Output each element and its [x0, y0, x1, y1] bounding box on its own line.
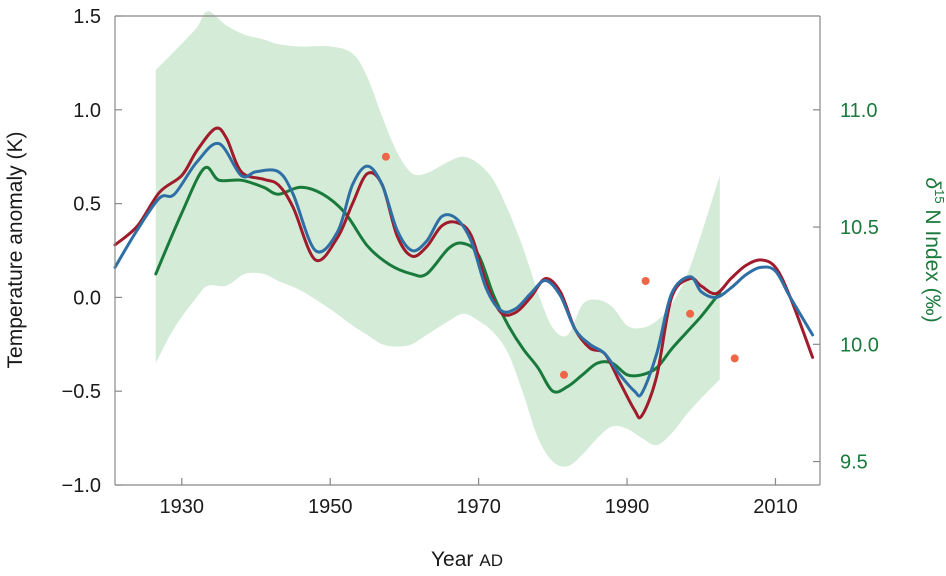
series-layer — [113, 126, 815, 420]
y-right-tick-label: 10.0 — [840, 334, 879, 356]
y-left-tick-label: 0.0 — [73, 287, 101, 309]
data-point — [641, 277, 650, 285]
y-left-tick-label: −0.5 — [62, 381, 101, 403]
ticks-layer: 1930 1950 1970 1990 2010 −1.0 −0.5 0.0 0.5 1.0 1.5… — [62, 6, 879, 518]
x-tick-label: 2010 — [753, 496, 798, 518]
confidence-band-layer — [155, 11, 720, 467]
data-point — [730, 354, 739, 363]
y-left-tick-label: 0.5 — [73, 194, 101, 216]
y-axis-right-title: δ15 N Index (‰) — [921, 177, 946, 322]
points-layer — [381, 152, 739, 379]
data-point — [686, 309, 695, 318]
axes-layer — [114, 15, 821, 486]
data-point — [381, 152, 390, 161]
y-right-tick-label: 10.5 — [840, 217, 879, 239]
x-tick-label: 1930 — [160, 496, 205, 518]
x-axis-title: Year AD — [431, 548, 503, 571]
y-right-tick-label: 9.5 — [840, 452, 868, 474]
data-point — [560, 370, 568, 379]
blue-series-line — [113, 141, 815, 398]
x-tick-label: 1990 — [605, 496, 650, 518]
y-right-tick-label: 11.0 — [840, 100, 877, 122]
y-left-tick-label: −1.0 — [62, 475, 101, 497]
x-tick-label: 1970 — [456, 496, 501, 518]
uncertainty-band — [155, 11, 720, 467]
y-left-tick-label: 1.5 — [73, 6, 101, 28]
y-left-tick-label: 1.0 — [73, 100, 101, 122]
y-axis-left-title: Temperature anomaly (K) — [4, 132, 27, 369]
x-tick-label: 1950 — [308, 496, 353, 518]
